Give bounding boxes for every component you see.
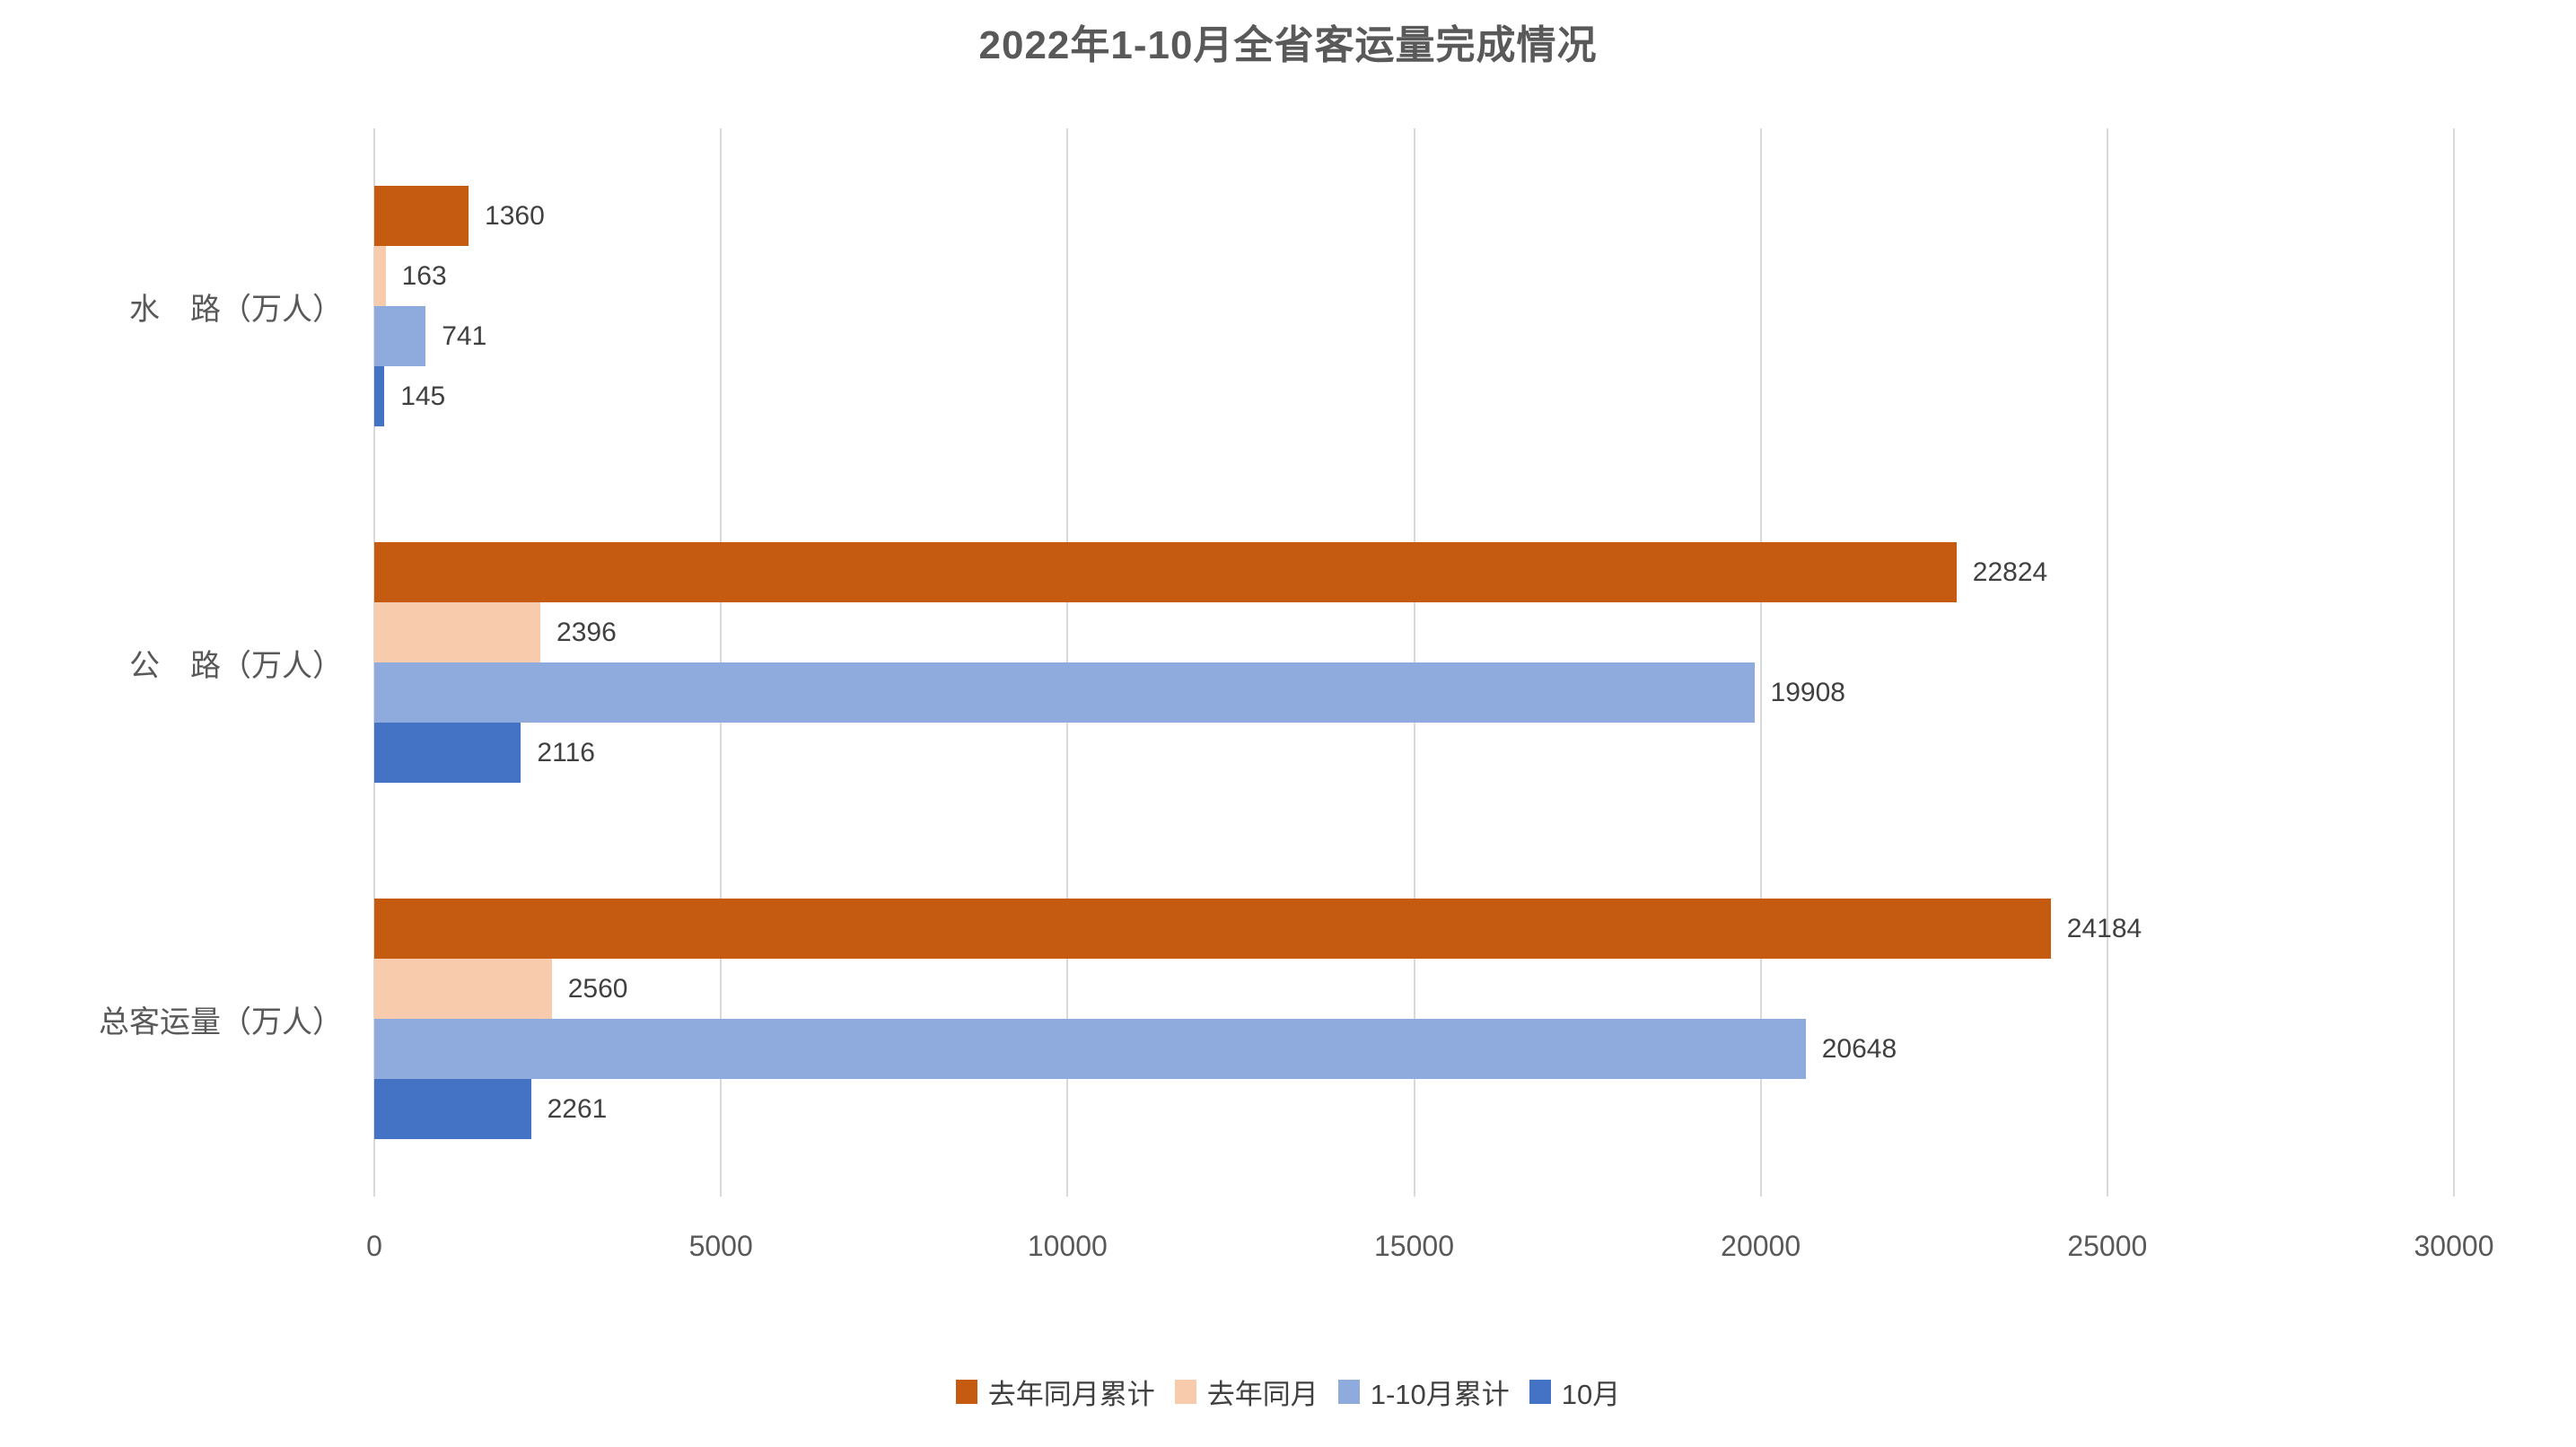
bar-1-10月累计-2: [374, 662, 1755, 723]
x-tick-label: 0: [366, 1230, 382, 1262]
value-label: 2560: [567, 973, 628, 1004]
value-label: 20648: [1821, 1033, 1897, 1064]
bar-10月-1: [374, 366, 385, 427]
value-label: 2261: [547, 1093, 608, 1124]
chart-title: 2022年1-10月全省客运量完成情况: [978, 23, 1598, 67]
legend-swatch-icon: [1337, 1380, 1360, 1404]
bar-去年同月-1: [374, 246, 386, 307]
value-label: 2116: [537, 738, 595, 767]
x-tick-label: 10000: [1027, 1230, 1108, 1262]
value-label: 24184: [2066, 913, 2142, 943]
bar-10月-2: [374, 723, 521, 783]
legend-label: 去年同月累计: [987, 1379, 1155, 1410]
legend-label: 去年同月: [1206, 1379, 1319, 1410]
value-label: 1360: [485, 201, 545, 232]
bar-10月-3: [374, 1078, 531, 1139]
bar-去年同月-3: [374, 958, 552, 1019]
gridline: [2453, 128, 2455, 1197]
value-label: 22824: [1972, 557, 2048, 587]
value-label: 163: [401, 261, 447, 292]
x-tick-label: 20000: [1721, 1230, 1801, 1262]
x-tick-label: 15000: [1374, 1230, 1454, 1262]
legend-swatch-icon: [1174, 1380, 1196, 1404]
bar-去年同月累计-1: [374, 186, 469, 247]
legend-item-去年同月: 去年同月: [1174, 1372, 1319, 1412]
legend-swatch-icon: [1529, 1380, 1551, 1404]
value-label: 2396: [556, 618, 617, 647]
legend-label: 1-10月累计: [1370, 1379, 1510, 1410]
bar-去年同月-2: [374, 602, 541, 662]
x-tick-label: 5000: [688, 1230, 753, 1262]
value-label: 145: [400, 381, 446, 412]
chart-legend: 去年同月累计 去年同月 1-10月累计 10月: [0, 1372, 2576, 1412]
bar-1-10月累计-3: [374, 1018, 1806, 1079]
category-label: 总客运量（万人）: [99, 1004, 343, 1039]
category-label: 公 路（万人）: [129, 649, 343, 683]
legend-item-1-10月累计: 1-10月累计: [1337, 1372, 1510, 1412]
legend-swatch-icon: [955, 1380, 977, 1404]
gridline: [2106, 128, 2108, 1197]
x-tick-label: 30000: [2414, 1230, 2494, 1262]
plot-area: [373, 128, 2455, 1197]
legend-label: 10月: [1561, 1379, 1621, 1410]
value-label: 741: [442, 321, 487, 352]
value-label: 19908: [1770, 678, 1845, 707]
gridline: [1759, 128, 1762, 1197]
bar-去年同月累计-2: [374, 542, 1957, 602]
legend-item-去年同月累计: 去年同月累计: [955, 1372, 1155, 1412]
bar-1-10月累计-1: [374, 306, 426, 367]
bar-去年同月累计-3: [374, 898, 2051, 959]
category-label: 水 路（万人）: [129, 293, 343, 328]
x-tick-label: 25000: [2067, 1230, 2148, 1262]
legend-item-10月: 10月: [1529, 1372, 1620, 1412]
